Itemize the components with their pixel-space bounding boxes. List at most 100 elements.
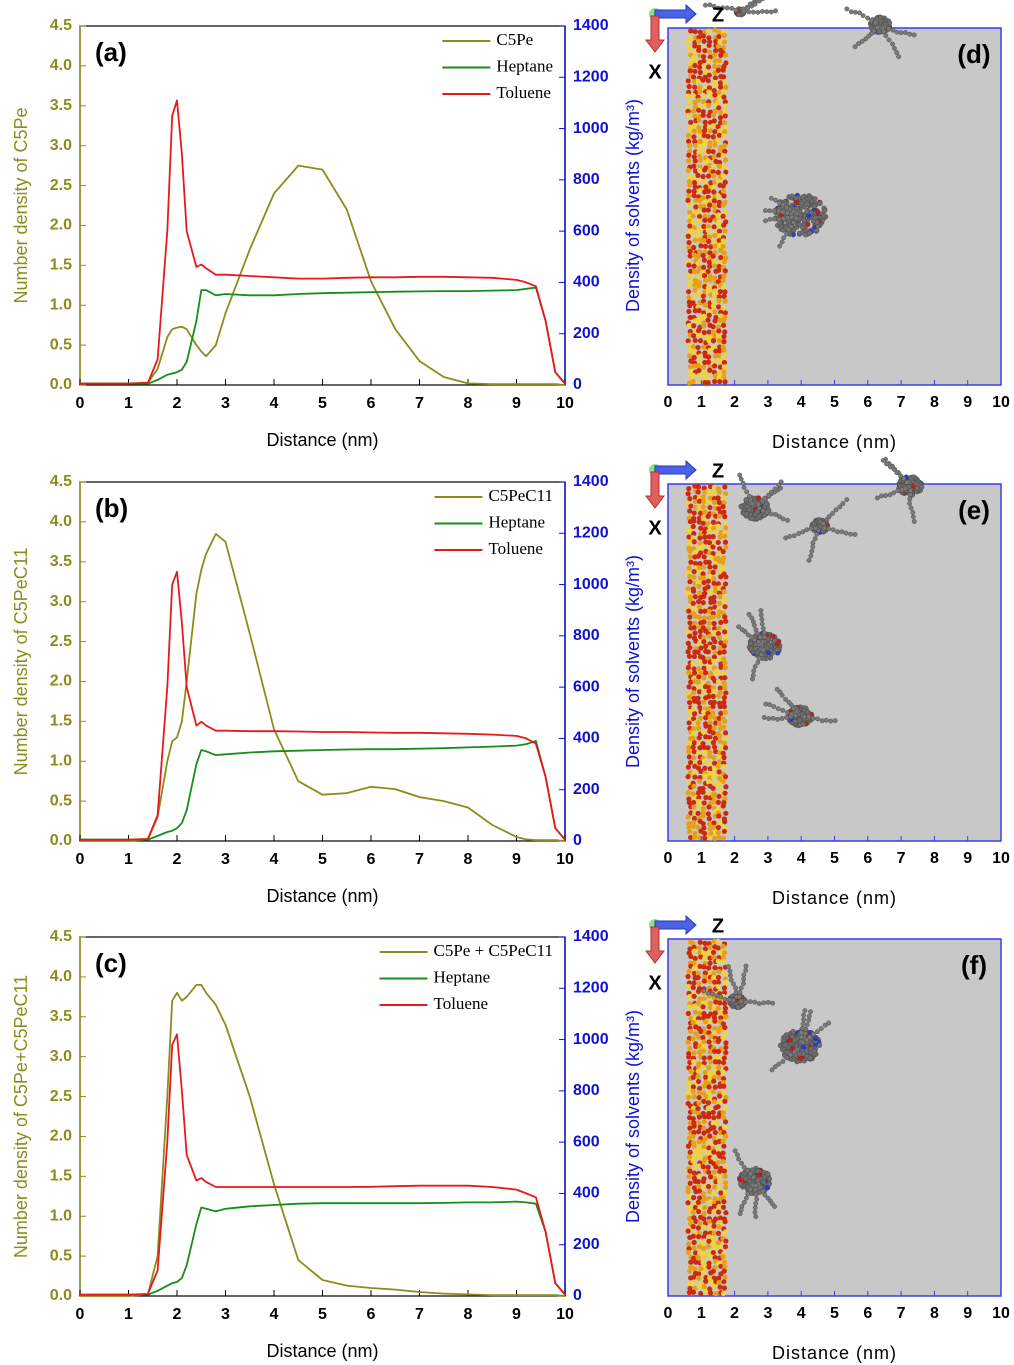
atom bbox=[705, 228, 710, 233]
atom bbox=[712, 143, 717, 148]
atom bbox=[785, 518, 789, 522]
atom bbox=[815, 532, 819, 536]
atom bbox=[722, 1285, 727, 1290]
legend-label: C5PeC11 bbox=[488, 486, 553, 505]
y-tick-label: 0.0 bbox=[50, 376, 72, 393]
atom bbox=[716, 540, 721, 545]
y2-tick-label: 600 bbox=[573, 222, 600, 239]
atom bbox=[912, 519, 916, 523]
atom bbox=[703, 1075, 708, 1080]
atom bbox=[780, 240, 784, 244]
atom bbox=[697, 249, 702, 254]
atom bbox=[822, 208, 827, 213]
atom bbox=[773, 198, 777, 202]
atom bbox=[711, 570, 716, 575]
atom bbox=[698, 940, 703, 945]
x-tick-label: 10 bbox=[992, 850, 1010, 867]
legend-label: C5Pe bbox=[496, 30, 533, 49]
atom bbox=[688, 503, 693, 508]
atom bbox=[757, 1001, 761, 1005]
atom bbox=[700, 494, 705, 499]
atom bbox=[686, 1250, 691, 1255]
atom bbox=[894, 50, 898, 54]
atom bbox=[691, 229, 696, 234]
atom bbox=[711, 1149, 716, 1154]
atom bbox=[805, 528, 809, 532]
atom bbox=[712, 621, 717, 626]
atom bbox=[687, 84, 692, 89]
atom bbox=[697, 218, 702, 223]
atom bbox=[806, 213, 811, 218]
atom bbox=[722, 1125, 727, 1130]
atom bbox=[692, 1094, 697, 1099]
atom bbox=[686, 969, 691, 974]
atom bbox=[692, 654, 697, 659]
atom bbox=[784, 232, 788, 236]
atom bbox=[691, 379, 696, 384]
atom bbox=[707, 564, 712, 569]
atom bbox=[754, 1214, 758, 1218]
atom bbox=[829, 719, 833, 723]
atom bbox=[701, 1224, 706, 1229]
atom bbox=[712, 92, 717, 97]
atom bbox=[711, 185, 716, 190]
atom bbox=[705, 318, 710, 323]
atom bbox=[878, 15, 883, 20]
atom bbox=[706, 1089, 711, 1094]
atom bbox=[712, 1099, 717, 1104]
atom bbox=[702, 554, 707, 559]
atom bbox=[753, 1206, 757, 1210]
atom bbox=[744, 1000, 748, 1004]
atom bbox=[781, 1059, 785, 1063]
atom bbox=[696, 484, 701, 489]
atom bbox=[708, 1174, 713, 1179]
y2-tick-label: 1200 bbox=[573, 69, 609, 86]
atom bbox=[701, 565, 706, 570]
atom bbox=[722, 643, 727, 648]
atom bbox=[701, 253, 706, 258]
y2-tick-label: 400 bbox=[573, 274, 600, 291]
atom bbox=[696, 1179, 701, 1184]
atom bbox=[706, 665, 711, 670]
atom bbox=[853, 10, 857, 14]
atom bbox=[687, 634, 692, 639]
atom bbox=[691, 108, 696, 113]
x-tick-label: 8 bbox=[464, 851, 473, 868]
atom bbox=[708, 1059, 713, 1064]
atom bbox=[773, 9, 777, 13]
atom bbox=[722, 250, 727, 255]
atom bbox=[739, 999, 743, 1003]
atom bbox=[711, 520, 716, 525]
atom bbox=[715, 945, 720, 950]
atom bbox=[720, 278, 725, 283]
atom bbox=[848, 532, 852, 536]
atom bbox=[696, 1276, 701, 1281]
atom bbox=[696, 1150, 701, 1155]
triad-z-label: Z bbox=[712, 915, 724, 937]
y2-tick-label: 400 bbox=[573, 1185, 600, 1202]
atom bbox=[711, 303, 716, 308]
atom bbox=[718, 53, 723, 58]
atom bbox=[723, 1210, 728, 1215]
y-axis-label: Number density of C5Pe+C5PeC11 bbox=[11, 975, 31, 1258]
atom bbox=[691, 524, 696, 529]
atom bbox=[767, 1177, 772, 1182]
atom bbox=[691, 295, 696, 300]
atom bbox=[807, 558, 811, 562]
atom bbox=[708, 1020, 713, 1025]
atom bbox=[723, 1238, 728, 1243]
atom bbox=[696, 1234, 701, 1239]
atom bbox=[692, 1164, 697, 1169]
atom bbox=[723, 268, 728, 273]
atom bbox=[706, 950, 711, 955]
atom bbox=[707, 1039, 712, 1044]
y2-tick-label: 800 bbox=[573, 171, 600, 188]
y-tick-label: 1.0 bbox=[50, 296, 72, 313]
atom bbox=[706, 158, 711, 163]
atom bbox=[706, 64, 711, 69]
atom bbox=[770, 1001, 774, 1005]
atom bbox=[747, 507, 752, 512]
atom bbox=[723, 299, 728, 304]
atom bbox=[793, 719, 798, 724]
atom bbox=[731, 982, 735, 986]
